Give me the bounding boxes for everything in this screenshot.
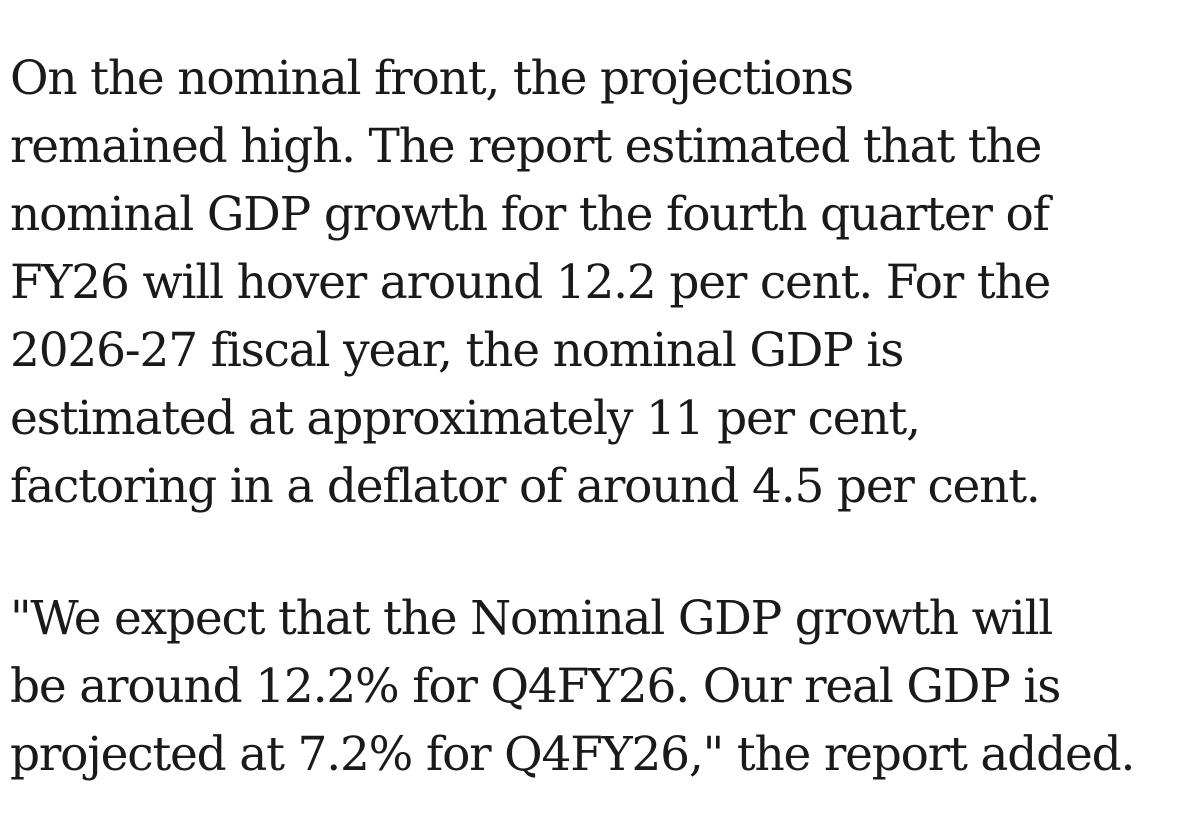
paragraph-nominal-projections: On the nominal front, the projections re…: [10, 45, 1190, 521]
text-line: FY26 will hover around 12.2 per cent. Fo…: [10, 255, 1051, 310]
text-line: be around 12.2% for Q4FY26. Our real GDP…: [10, 659, 1061, 714]
text-line: "We expect that the Nominal GDP growth w…: [10, 591, 1053, 646]
text-line: estimated at approximately 11 per cent,: [10, 391, 921, 446]
text-line: remained high. The report estimated that…: [10, 119, 1042, 174]
text-line: On the nominal front, the projections: [10, 51, 854, 106]
text-line: projected at 7.2% for Q4FY26," the repor…: [10, 727, 1135, 782]
text-line: factoring in a deflator of around 4.5 pe…: [10, 459, 1041, 514]
paragraph-report-quote: "We expect that the Nominal GDP growth w…: [10, 585, 1190, 789]
text-line: nominal GDP growth for the fourth quarte…: [10, 187, 1050, 242]
text-line: 2026-27 fiscal year, the nominal GDP is: [10, 323, 904, 378]
article-body: On the nominal front, the projections re…: [10, 45, 1190, 789]
